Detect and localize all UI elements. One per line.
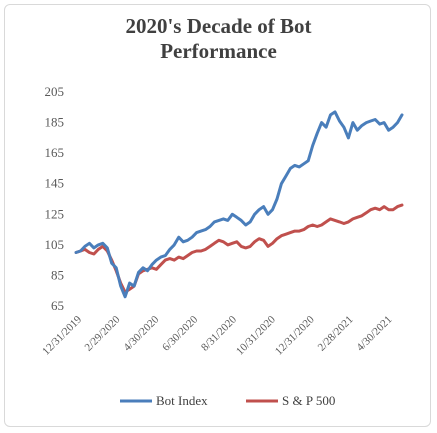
y-tick-label: 125 (45, 206, 65, 221)
x-tick-label: 2/29/2020 (82, 313, 122, 353)
y-axis-ticks: 65 85 105 125 145 165 185 205 (45, 84, 65, 313)
series-line (74, 203, 404, 294)
chart-title-line2: Performance (160, 39, 277, 63)
y-tick-label: 105 (45, 237, 65, 252)
chart-title: 2020's Decade of Bot Performance (0, 14, 437, 64)
x-tick-label: 2/28/2021 (316, 314, 356, 354)
x-tick-label: 6/30/2020 (160, 313, 200, 353)
series-line (74, 110, 404, 299)
y-tick-label: 185 (45, 115, 65, 130)
x-tick-label: 8/31/2020 (199, 313, 239, 353)
y-tick-label: 85 (51, 267, 64, 282)
legend-label: S & P 500 (282, 393, 335, 408)
series-lines (74, 110, 404, 299)
y-tick-label: 165 (45, 145, 65, 160)
y-tick-label: 205 (45, 84, 65, 99)
x-tick-label: 12/31/2020 (273, 313, 317, 357)
chart-title-line1: 2020's Decade of Bot (125, 14, 312, 38)
x-tick-label: 10/31/2020 (234, 313, 278, 357)
y-tick-label: 65 (51, 298, 64, 313)
y-tick-label: 145 (45, 176, 65, 191)
x-tick-label: 4/30/2020 (121, 313, 161, 353)
x-axis-ticks: 12/31/20192/29/20204/30/20206/30/20208/3… (40, 313, 394, 357)
x-tick-label: 4/30/2021 (354, 314, 394, 354)
x-tick-label: 12/31/2019 (40, 313, 84, 357)
legend-label: Bot Index (156, 393, 208, 408)
legend: Bot Index S & P 500 (120, 393, 335, 408)
